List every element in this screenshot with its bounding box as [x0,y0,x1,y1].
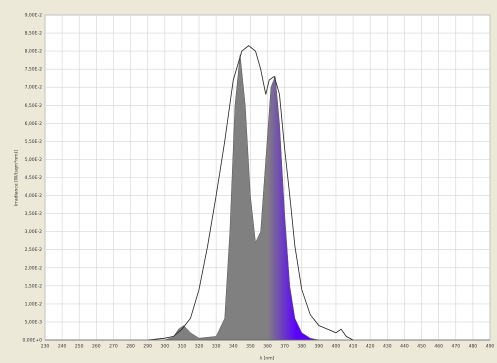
x-tick-label: 430 [383,344,392,350]
x-tick-label: 370 [280,344,289,350]
y-tick-label: 2,50E-2 [25,247,42,253]
y-tick-label: 6,00E-2 [25,121,42,127]
x-tick-label: 280 [126,344,135,350]
y-tick-label: 8,00E-2 [25,49,42,55]
y-tick-label: 7,50E-2 [25,67,42,73]
x-tick-label: 380 [297,344,306,350]
x-tick-label: 260 [92,344,101,350]
spectrum-area [164,54,319,341]
y-tick-label: 8,50E-2 [25,31,42,37]
x-axis-label: λ [nm] [260,356,275,362]
x-tick-label: 240 [58,344,67,350]
x-tick-label: 250 [75,344,84,350]
x-tick-label: 360 [263,344,272,350]
x-tick-label: 470 [451,344,460,350]
y-tick-label: 0,00E+0 [23,338,43,344]
y-tick-label: 7,00E-2 [25,85,42,91]
y-tick-label: 5,00E-3 [25,319,42,325]
y-tick-label: 3,00E-2 [25,229,42,235]
y-tick-label: 9,00E-2 [25,13,42,19]
x-tick-label: 390 [315,344,324,350]
x-tick-label: 330 [212,344,221,350]
x-tick-label: 410 [349,344,358,350]
x-tick-label: 230 [41,344,50,350]
x-tick-label: 420 [366,344,375,350]
x-tick-label: 480 [469,344,478,350]
x-tick-label: 290 [143,344,152,350]
spectrum-line [147,45,354,341]
y-tick-label: 1,00E-2 [25,301,42,307]
x-tick-label: 400 [332,344,341,350]
y-tick-label: 3,50E-2 [25,211,42,217]
x-tick-label: 270 [109,344,118,350]
y-axis-label: Irradiance [W/(sqm*nm)] [14,150,20,206]
x-tick-label: 460 [434,344,443,350]
y-tick-label: 4,00E-2 [25,193,42,199]
x-tick-label: 450 [417,344,426,350]
y-tick-label: 6,50E-2 [25,103,42,109]
y-tick-label: 1,50E-2 [25,283,42,289]
x-tick-label: 350 [246,344,255,350]
x-tick-label: 300 [161,344,170,350]
y-tick-label: 4,50E-2 [25,175,42,181]
x-tick-label: 320 [195,344,204,350]
y-tick-label: 5,00E-2 [25,157,42,163]
y-tick-label: 2,00E-2 [25,265,42,271]
y-tick-label: 5,50E-2 [25,139,42,145]
x-tick-label: 440 [400,344,409,350]
x-tick-label: 310 [178,344,187,350]
x-tick-label: 490 [486,344,495,350]
x-tick-label: 340 [229,344,238,350]
